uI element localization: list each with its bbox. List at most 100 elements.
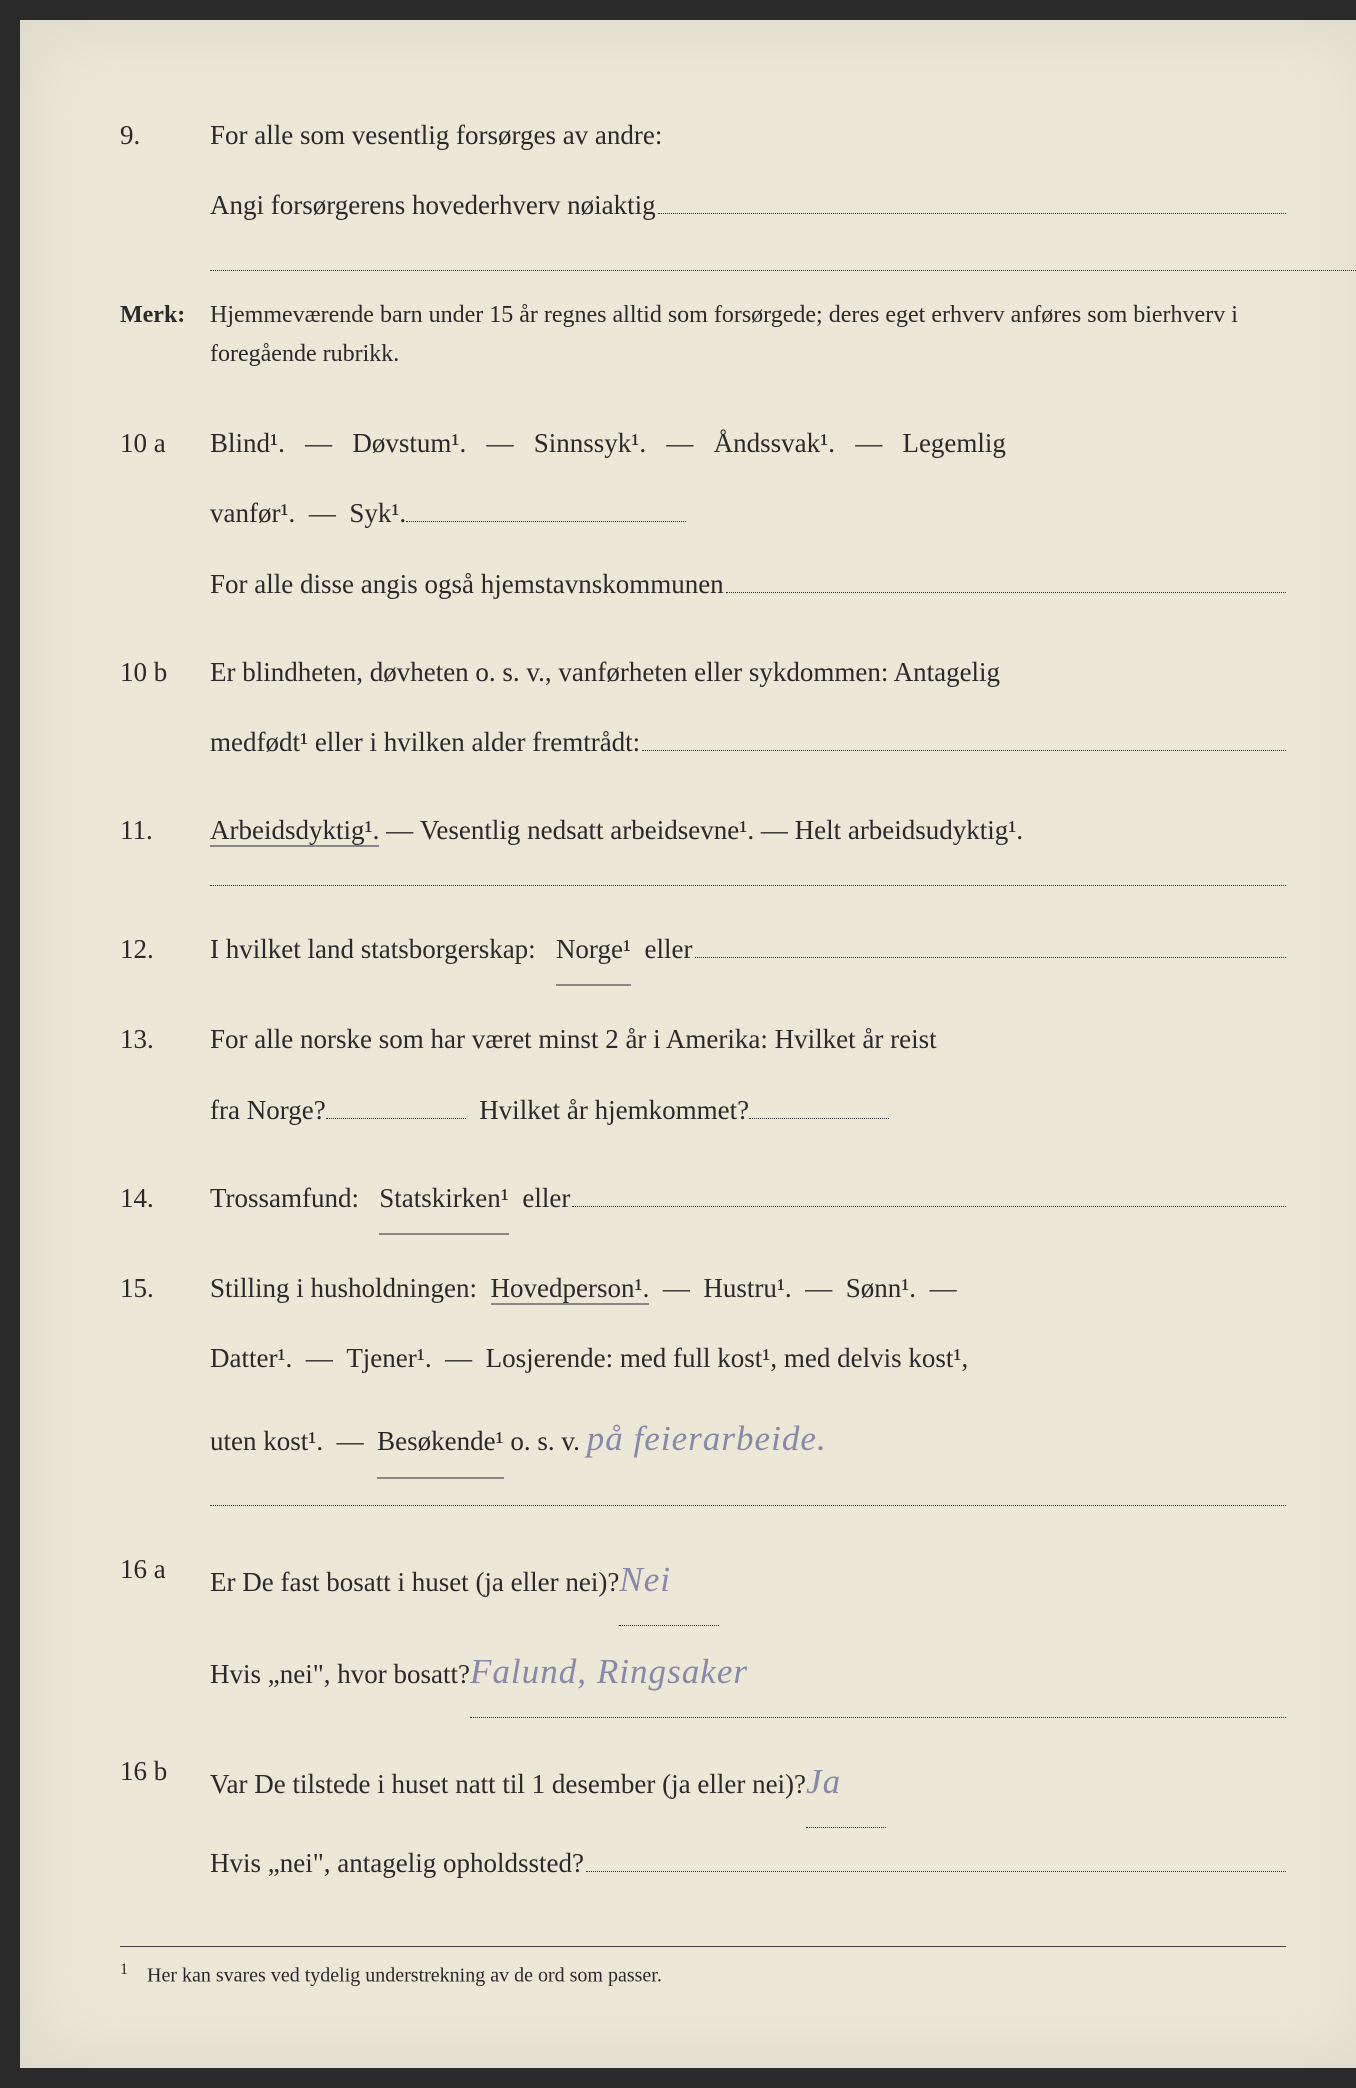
fill-line: [695, 915, 1287, 958]
opt-hustru: Hustru¹.: [703, 1273, 791, 1303]
q15-text2: Losjerende: med full kost¹, med delvis k…: [486, 1343, 969, 1373]
q15-text3: uten kost¹.: [210, 1406, 323, 1476]
handwritten-answer-16a-2: Falund, Ringsaker: [470, 1626, 1286, 1718]
question-9: 9. For alle som vesentlig forsørges av a…: [120, 100, 1286, 240]
q16b-q1: Var De tilstede i huset natt til 1 desem…: [210, 1749, 806, 1819]
opt-arbeidsdyktig: Arbeidsdyktig¹.: [210, 815, 379, 847]
q13-line2a: fra Norge?: [210, 1075, 326, 1145]
q10a-number: 10 a: [120, 408, 210, 619]
question-15: 15. Stilling i husholdningen: Hovedperso…: [120, 1253, 1286, 1485]
opt-andssvak: Åndssvak¹.: [714, 428, 835, 458]
q16b-line1: Var De tilstede i huset natt til 1 desem…: [210, 1736, 1286, 1828]
q15-number: 15.: [120, 1253, 210, 1485]
opt-nedsatt: Vesentlig nedsatt arbeidsevne¹.: [420, 815, 754, 845]
q15-text1: Stilling i husholdningen:: [210, 1273, 477, 1303]
q16a-q1: Er De fast bosatt i huset (ja eller nei)…: [210, 1547, 619, 1617]
q9-content: For alle som vesentlig forsørges av andr…: [210, 100, 1286, 240]
opt-besokende: Besøkende¹: [377, 1406, 504, 1478]
q16a-content: Er De fast bosatt i huset (ja eller nei)…: [210, 1534, 1286, 1718]
q16a-q2: Hvis „nei", hvor bosatt?: [210, 1639, 470, 1709]
fill-line: [210, 270, 1356, 271]
opt-hovedperson: Hovedperson¹.: [491, 1273, 650, 1305]
question-10a: 10 a Blind¹. — Døvstum¹. — Sinnssyk¹. — …: [120, 408, 1286, 619]
q10a-line3-wrap: For alle disse angis også hjemstavnskomm…: [210, 549, 1286, 619]
footnote-text: Her kan svares ved tydelig understreknin…: [147, 1965, 662, 1987]
q12-content: I hvilket land statsborgerskap: Norge¹ e…: [210, 914, 1286, 986]
q16a-line2: Hvis „nei", hvor bosatt? Falund, Ringsak…: [210, 1626, 1286, 1718]
question-13: 13. For alle norske som har været minst …: [120, 1004, 1286, 1144]
q15-line3: uten kost¹. — Besøkende¹ o. s. v. på fei…: [210, 1393, 1286, 1484]
q16b-q2: Hvis „nei", antagelig opholdssted?: [210, 1828, 584, 1898]
q14-content: Trossamfund: Statskirken¹ eller: [210, 1163, 1286, 1235]
fill-line: [586, 1829, 1286, 1872]
opt-udyktig: Helt arbeidsudyktig¹.: [795, 815, 1024, 845]
fill-line: [642, 708, 1286, 751]
opt-statskirken: Statskirken¹: [379, 1163, 509, 1235]
question-16b: 16 b Var De tilstede i huset natt til 1 …: [120, 1736, 1286, 1898]
q13-line1: For alle norske som har været minst 2 år…: [210, 1004, 1286, 1074]
q10b-line2: medfødt¹ eller i hvilken alder fremtrådt…: [210, 707, 640, 777]
q9-line1: For alle som vesentlig forsørges av andr…: [210, 100, 1286, 170]
opt-vanfor: vanfør¹.: [210, 478, 295, 548]
merk-text: Hjemmeværende barn under 15 år regnes al…: [210, 296, 1286, 373]
q11-content: Arbeidsdyktig¹. — Vesentlig nedsatt arbe…: [210, 795, 1286, 865]
opt-syk: Syk¹.: [349, 478, 406, 548]
q12-text2: eller: [645, 914, 693, 984]
q10b-number: 10 b: [120, 637, 210, 777]
opt-tjener: Tjener¹.: [346, 1343, 431, 1373]
q13-number: 13.: [120, 1004, 210, 1144]
fill-line: [572, 1164, 1286, 1207]
q12-number: 12.: [120, 914, 210, 986]
q15-text4: o. s. v.: [510, 1406, 580, 1476]
handwritten-answer-16a-1: Nei: [619, 1534, 719, 1626]
footnote: 1 Her kan svares ved tydelig understrekn…: [120, 1946, 1286, 1988]
opt-sonn: Sønn¹.: [846, 1273, 916, 1303]
opt-datter: Datter¹.: [210, 1343, 292, 1373]
q14-text1: Trossamfund:: [210, 1163, 359, 1233]
opt-sinnssyk: Sinnssyk¹.: [534, 428, 646, 458]
q10b-line2-wrap: medfødt¹ eller i hvilken alder fremtrådt…: [210, 707, 1286, 777]
divider: [210, 1505, 1286, 1506]
q16b-content: Var De tilstede i huset natt til 1 desem…: [210, 1736, 1286, 1898]
merk-label: Merk:: [120, 296, 210, 373]
divider: [210, 885, 1286, 886]
q9-number: 9.: [120, 100, 210, 240]
q13-content: For alle norske som har været minst 2 år…: [210, 1004, 1286, 1144]
question-16a: 16 a Er De fast bosatt i huset (ja eller…: [120, 1534, 1286, 1718]
opt-blind: Blind¹.: [210, 428, 285, 458]
question-12: 12. I hvilket land statsborgerskap: Norg…: [120, 914, 1286, 986]
q16b-number: 16 b: [120, 1736, 210, 1898]
fill-line: [749, 1118, 889, 1119]
fill-line: [406, 521, 686, 522]
q13-line2: fra Norge? Hvilket år hjemkommet?: [210, 1075, 1286, 1145]
question-14: 14. Trossamfund: Statskirken¹ eller: [120, 1163, 1286, 1235]
q10a-line3: For alle disse angis også hjemstavnskomm…: [210, 549, 724, 619]
q10a-line2: vanfør¹. — Syk¹.: [210, 478, 1286, 548]
q10b-line1: Er blindheten, døvheten o. s. v., vanfør…: [210, 637, 1286, 707]
fill-line: [726, 549, 1286, 592]
opt-legemlig: Legemlig: [902, 428, 1005, 458]
opt-norge: Norge¹: [556, 914, 631, 986]
q10a-content: Blind¹. — Døvstum¹. — Sinnssyk¹. — Åndss…: [210, 408, 1286, 619]
document-page: 9. For alle som vesentlig forsørges av a…: [20, 20, 1356, 2068]
q16b-line2: Hvis „nei", antagelig opholdssted?: [210, 1828, 1286, 1898]
question-11: 11. Arbeidsdyktig¹. — Vesentlig nedsatt …: [120, 795, 1286, 865]
fill-line: [658, 171, 1286, 214]
opt-dovstum: Døvstum¹.: [352, 428, 466, 458]
handwritten-answer-16b: Ja: [806, 1736, 886, 1828]
question-10b: 10 b Er blindheten, døvheten o. s. v., v…: [120, 637, 1286, 777]
q10b-content: Er blindheten, døvheten o. s. v., vanfør…: [210, 637, 1286, 777]
q9-line2: Angi forsørgerens hovederhverv nøiaktig: [210, 170, 656, 240]
q14-text2: eller: [522, 1163, 570, 1233]
q15-line1: Stilling i husholdningen: Hovedperson¹. …: [210, 1253, 1286, 1323]
handwritten-answer-15: på feierarbeide.: [587, 1393, 827, 1484]
q9-line2-wrap: Angi forsørgerens hovederhverv nøiaktig: [210, 170, 1286, 240]
q15-content: Stilling i husholdningen: Hovedperson¹. …: [210, 1253, 1286, 1485]
footnote-number: 1: [120, 1961, 128, 1978]
fill-line: [326, 1118, 466, 1119]
q14-number: 14.: [120, 1163, 210, 1235]
q16a-number: 16 a: [120, 1534, 210, 1718]
q16a-line1: Er De fast bosatt i huset (ja eller nei)…: [210, 1534, 1286, 1626]
q12-text1: I hvilket land statsborgerskap:: [210, 914, 536, 984]
q10a-line1: Blind¹. — Døvstum¹. — Sinnssyk¹. — Åndss…: [210, 408, 1286, 478]
